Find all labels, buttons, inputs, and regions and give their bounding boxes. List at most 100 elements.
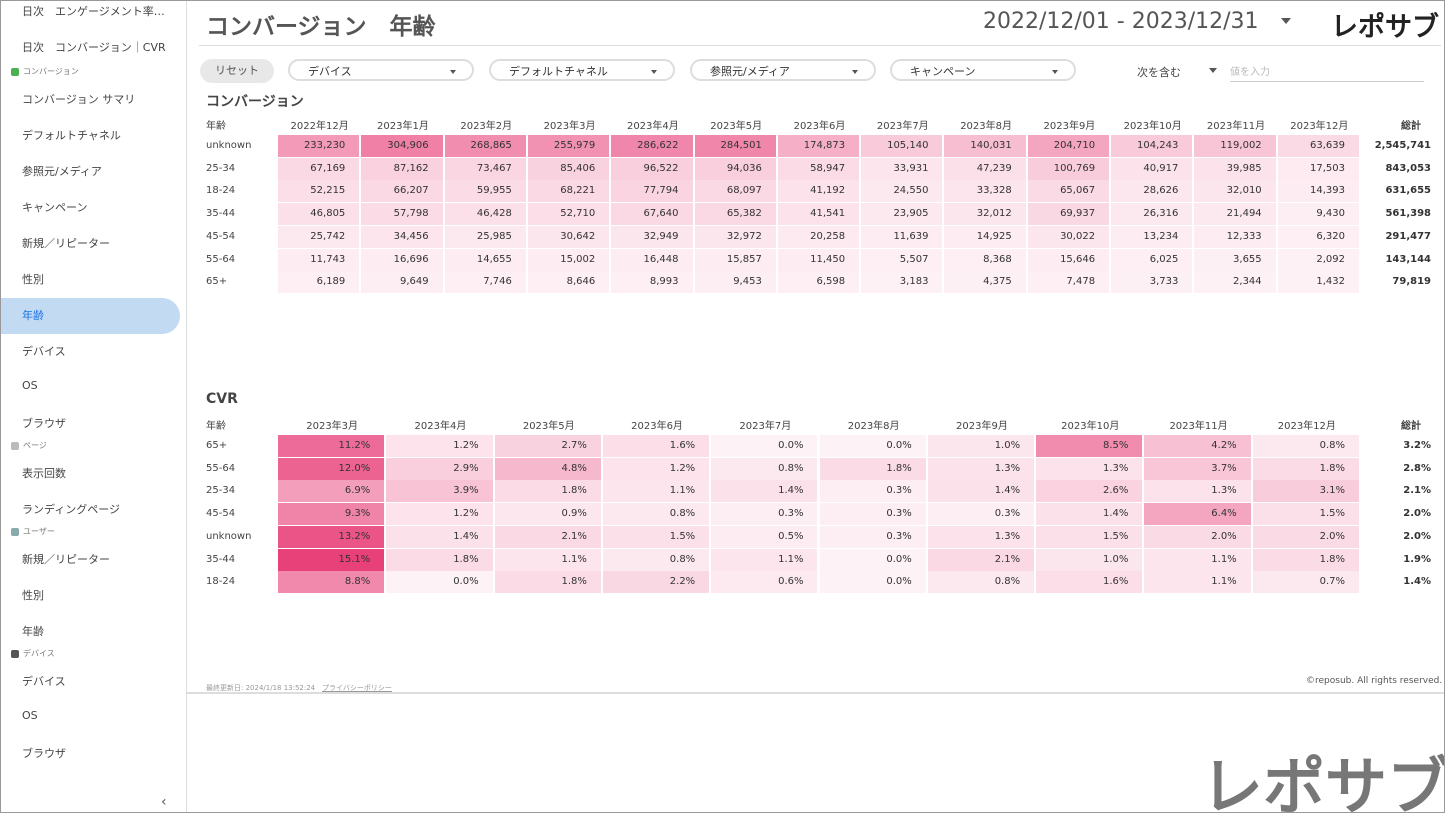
heat-cell: 0.8% bbox=[602, 548, 710, 571]
match-select[interactable]: 次を含む bbox=[1137, 66, 1181, 79]
nav-item[interactable]: ブラウザ bbox=[22, 417, 66, 430]
nav-item[interactable]: 日次 コンバージョン｜CVR bbox=[22, 41, 166, 54]
row-total: 1.9% bbox=[1403, 553, 1431, 565]
nav-item[interactable]: ランディングページ bbox=[22, 503, 121, 516]
heat-cell: 0.3% bbox=[819, 503, 926, 526]
heat-cell: 96,522 bbox=[611, 157, 693, 180]
column-header: 2023年12月 bbox=[1290, 121, 1349, 132]
reset-button[interactable]: リセット bbox=[200, 59, 274, 83]
nav-item[interactable]: OS bbox=[22, 379, 38, 392]
match-caret[interactable] bbox=[1209, 68, 1217, 77]
heat-cell: 0.0% bbox=[819, 435, 926, 457]
heat-cell: 204,710 bbox=[1027, 135, 1110, 157]
heat-cell: 2.9% bbox=[386, 457, 493, 480]
logo: レポサブ bbox=[1331, 12, 1439, 43]
heat-cell: 6.9% bbox=[278, 480, 385, 503]
heat-cell: 0.3% bbox=[711, 503, 818, 526]
heat-cell: 286,622 bbox=[611, 135, 693, 157]
row-total: 631,655 bbox=[1385, 185, 1431, 197]
row-label: 55-64 bbox=[206, 462, 236, 474]
heat-cell: 3,733 bbox=[1111, 271, 1193, 294]
collapse-button[interactable]: ‹ bbox=[161, 794, 167, 810]
column-header: 2023年4月 bbox=[414, 421, 467, 432]
column-header: 2023年7月 bbox=[876, 121, 929, 132]
privacy-link[interactable]: プライバシーポリシー bbox=[322, 684, 392, 692]
heat-cell: 73,467 bbox=[444, 157, 526, 180]
column-header: 2023年2月 bbox=[460, 121, 513, 132]
heat-cell: 255,979 bbox=[527, 135, 610, 157]
nav-item[interactable]: 年齢 bbox=[22, 625, 44, 638]
column-header: 2023年11月 bbox=[1169, 421, 1228, 432]
nav-item[interactable]: 日次 エンゲージメント率… bbox=[22, 5, 165, 18]
nav-item[interactable]: デフォルトチャネル bbox=[22, 129, 121, 142]
heat-cell: 3.9% bbox=[386, 480, 493, 503]
heat-cell: 1.0% bbox=[927, 435, 1035, 457]
heat-cell: 1.3% bbox=[927, 457, 1035, 480]
row-total: 2.0% bbox=[1403, 530, 1431, 542]
column-header: 2023年6月 bbox=[793, 121, 846, 132]
date-caret[interactable] bbox=[1281, 18, 1291, 29]
heat-cell: 2.0% bbox=[1252, 525, 1359, 548]
nav-item[interactable]: 新規／リピーター bbox=[22, 237, 110, 250]
heat-cell: 100,769 bbox=[1027, 157, 1110, 180]
heat-cell: 15,857 bbox=[694, 248, 776, 271]
heat-cell: 15,646 bbox=[1027, 248, 1110, 271]
heat-cell: 0.8% bbox=[602, 503, 710, 526]
heat-cell: 1.1% bbox=[602, 480, 710, 503]
heat-cell: 2.1% bbox=[927, 548, 1035, 571]
heat-cell: 11,743 bbox=[278, 248, 360, 271]
heat-cell: 21,494 bbox=[1194, 203, 1276, 226]
heat-cell: 12,333 bbox=[1194, 225, 1276, 248]
row-total: 143,144 bbox=[1385, 253, 1431, 265]
heat-cell: 9,649 bbox=[361, 271, 443, 294]
nav-item[interactable]: キャンペーン bbox=[22, 201, 88, 214]
row-total: 561,398 bbox=[1385, 208, 1431, 220]
table-title: コンバージョン bbox=[206, 94, 304, 110]
nav-item[interactable]: 年齢 bbox=[22, 309, 44, 322]
column-header: 2023年5月 bbox=[522, 421, 575, 432]
row-total: 291,477 bbox=[1385, 230, 1431, 242]
heat-cell: 67,169 bbox=[278, 157, 360, 180]
heat-cell: 68,097 bbox=[694, 180, 776, 203]
nav-item[interactable]: コンバージョン サマリ bbox=[22, 93, 136, 106]
heat-cell: 1.5% bbox=[602, 525, 710, 548]
heat-cell: 7,746 bbox=[444, 271, 526, 294]
heat-cell: 9,453 bbox=[694, 271, 776, 294]
heat-cell: 9,430 bbox=[1277, 203, 1359, 226]
heat-cell: 2,092 bbox=[1277, 248, 1359, 271]
heat-cell: 0.0% bbox=[819, 571, 926, 594]
filter-dropdown[interactable]: デフォルトチャネル bbox=[489, 59, 675, 81]
heat-cell: 1.8% bbox=[386, 548, 493, 571]
filter-dropdown[interactable]: デバイス bbox=[288, 59, 474, 81]
heat-cell: 41,541 bbox=[777, 203, 860, 226]
heat-cell: 0.3% bbox=[819, 525, 926, 548]
heat-cell: 3,655 bbox=[1194, 248, 1276, 271]
nav-item[interactable]: 表示回数 bbox=[22, 467, 66, 480]
updated: 最終更新日: 2024/1/18 13:52:24 bbox=[206, 684, 316, 692]
heat-cell: 104,243 bbox=[1111, 135, 1193, 157]
heat-cell: 6.4% bbox=[1144, 503, 1251, 526]
heat-cell: 233,230 bbox=[278, 135, 360, 157]
heat-cell: 52,710 bbox=[527, 203, 610, 226]
nav-item[interactable]: OS bbox=[22, 709, 38, 722]
active-item-bg bbox=[1, 298, 180, 334]
heat-cell: 17,503 bbox=[1277, 157, 1359, 180]
nav-item[interactable]: デバイス bbox=[22, 345, 66, 358]
heat-cell: 0.8% bbox=[711, 457, 818, 480]
row-label: 25-34 bbox=[206, 162, 236, 174]
row-label: 65+ bbox=[206, 440, 228, 451]
value-input[interactable]: 値を入力 bbox=[1230, 63, 1424, 82]
heat-cell: 25,985 bbox=[444, 225, 526, 248]
nav-item[interactable]: 新規／リピーター bbox=[22, 553, 110, 566]
filter-dropdown[interactable]: 参照元/メディア bbox=[690, 59, 876, 81]
date-range[interactable]: 2022/12/01 - 2023/12/31 bbox=[983, 9, 1259, 34]
nav-item[interactable]: デバイス bbox=[22, 675, 66, 688]
heat-cell: 1.4% bbox=[1036, 503, 1143, 526]
filter-dropdown[interactable]: キャンペーン bbox=[890, 59, 1076, 81]
nav-item[interactable]: ブラウザ bbox=[22, 747, 66, 760]
nav-item[interactable]: 参照元/メディア bbox=[22, 165, 102, 178]
heat-cell: 2.0% bbox=[1144, 525, 1251, 548]
heat-cell: 1.2% bbox=[386, 503, 493, 526]
nav-item[interactable]: 性別 bbox=[22, 589, 44, 602]
nav-item[interactable]: 性別 bbox=[22, 273, 44, 286]
